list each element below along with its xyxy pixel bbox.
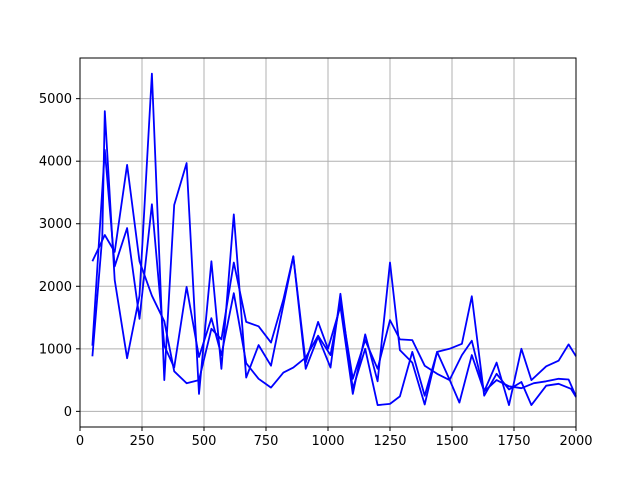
x-tick-label: 1750 bbox=[497, 434, 530, 449]
y-tick-label: 4000 bbox=[39, 155, 72, 170]
ticks: 0 250 500 750 1000 1250 1500 1750 2000 0 1000 2000 3… bbox=[39, 92, 593, 449]
y-tick-label: 1000 bbox=[39, 342, 72, 357]
x-tick-label: 1000 bbox=[311, 434, 344, 449]
series-line-3 bbox=[91, 148, 577, 397]
y-tick-label: 2000 bbox=[39, 280, 72, 295]
x-tick-label: 750 bbox=[254, 434, 279, 449]
x-tick-label: 1500 bbox=[435, 434, 468, 449]
y-tick-label: 5000 bbox=[39, 92, 72, 107]
x-tick-label: 500 bbox=[192, 434, 217, 449]
x-tick-label: 250 bbox=[130, 434, 155, 449]
x-tick-label: 1250 bbox=[373, 434, 406, 449]
x-tick-label: 2000 bbox=[559, 434, 592, 449]
x-tick-label: 0 bbox=[76, 434, 84, 449]
y-tick-label: 0 bbox=[64, 405, 72, 420]
y-tick-label: 3000 bbox=[39, 217, 72, 232]
series-group bbox=[91, 72, 577, 407]
